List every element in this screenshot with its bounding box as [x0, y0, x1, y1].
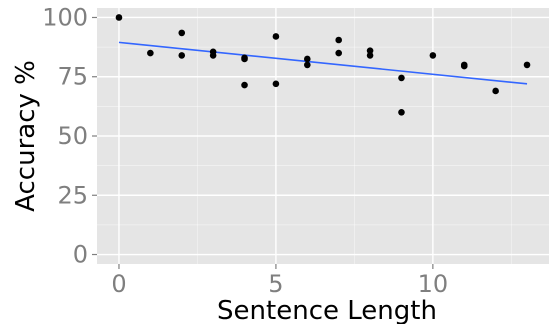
data-point	[366, 47, 374, 54]
data-point	[398, 108, 405, 116]
y-tick-label: 25	[57, 181, 88, 209]
data-point	[178, 29, 186, 37]
y-tick-label: 75	[57, 63, 88, 91]
data-point	[147, 49, 154, 57]
data-point	[209, 52, 217, 59]
data-point	[241, 81, 248, 89]
y-tick-label: 100	[42, 3, 88, 31]
y-axis-title: Accuracy %	[11, 60, 41, 212]
data-point	[241, 55, 248, 63]
trend-line-layer	[118, 41, 528, 85]
data-point	[272, 80, 280, 88]
y-tick-label: 0	[73, 241, 88, 269]
data-point	[429, 52, 437, 59]
x-tick-label: 0	[111, 270, 126, 298]
data-point	[366, 52, 374, 59]
grid-lines	[97, 8, 549, 264]
x-tick-label: 10	[418, 270, 449, 298]
data-point	[398, 74, 405, 82]
x-axis-title: Sentence Length	[217, 296, 437, 324]
data-point	[492, 87, 499, 95]
data-point	[460, 62, 468, 70]
x-tick-label: 5	[268, 270, 283, 298]
data-point	[304, 55, 311, 63]
axes: 0 25 50 75 100 0 5 10	[42, 3, 448, 298]
data-point	[335, 49, 342, 57]
data-point	[304, 61, 311, 69]
data-point	[115, 14, 123, 21]
data-point	[523, 61, 531, 69]
trend-line	[118, 41, 528, 85]
data-point	[335, 36, 342, 44]
data-point	[178, 52, 186, 59]
y-tick-label: 50	[57, 122, 88, 150]
data-point	[272, 33, 280, 40]
data-points	[115, 14, 531, 116]
